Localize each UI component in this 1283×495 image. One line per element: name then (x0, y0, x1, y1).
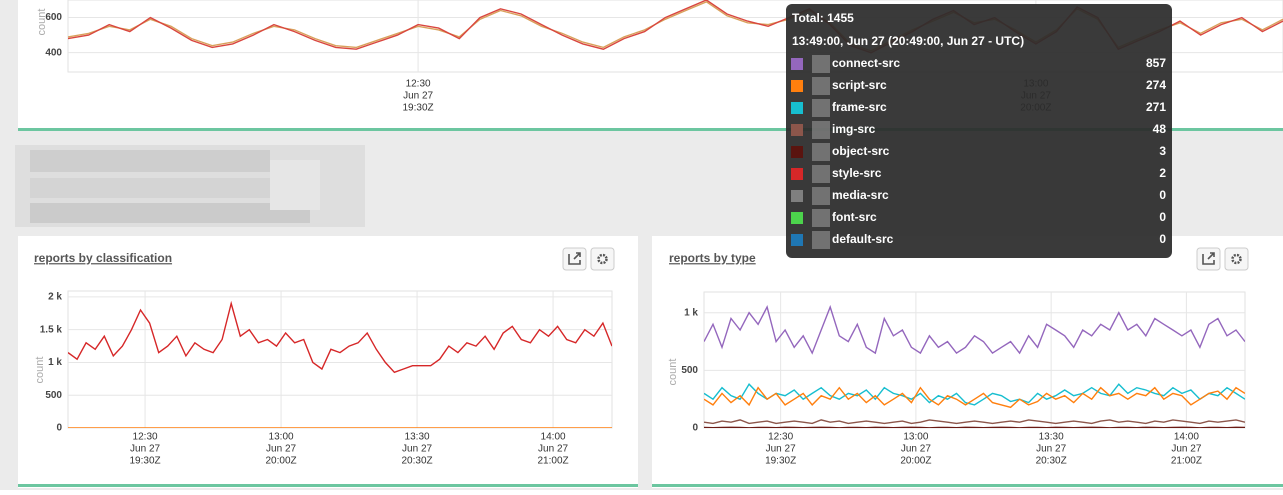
x-tick-label: Jun 27 (402, 444, 432, 455)
blurred-icon (812, 143, 830, 161)
x-tick-label: Jun 27 (130, 444, 160, 455)
series-name: connect-src (832, 56, 900, 70)
legend-swatch (791, 58, 803, 70)
y-tick-label: 500 (45, 390, 62, 401)
series-line (704, 383, 1245, 406)
blurred-icon (812, 121, 830, 139)
series-value: 3 (1159, 144, 1166, 158)
series-value: 0 (1159, 188, 1166, 202)
y-tick-label: 1 k (684, 307, 698, 318)
x-tick-label: 19:30Z (403, 103, 434, 114)
x-tick-label: 19:30Z (765, 456, 796, 467)
x-tick-label: 20:30Z (1036, 456, 1067, 467)
x-tick-label: 19:30Z (129, 456, 160, 467)
x-tick-label: 21:00Z (537, 456, 568, 467)
plot-frame (67, 0, 1283, 73)
panel-accent (652, 484, 1283, 487)
y-axis-label: count (34, 357, 46, 384)
x-tick-label: 12:30 (133, 432, 158, 443)
x-tick-label: 21:00Z (1171, 456, 1202, 467)
panel-accent (18, 128, 1283, 131)
legend-swatch (791, 190, 803, 202)
tooltip: Total: 1455 13:49:00, Jun 27 (20:49:00, … (786, 4, 1172, 258)
x-tick-label: Jun 27 (538, 444, 568, 455)
x-tick-label: 20:30Z (401, 456, 432, 467)
x-tick-label: 13:00 (269, 432, 294, 443)
series-value: 48 (1153, 122, 1167, 136)
series-value: 0 (1159, 232, 1166, 246)
x-tick-label: 12:30 (768, 432, 793, 443)
blurred-icon (812, 187, 830, 205)
y-tick-label: 600 (45, 12, 62, 23)
panel-buttons (562, 247, 1249, 271)
settings-button[interactable] (590, 247, 615, 271)
blurred-icon (812, 209, 830, 227)
series-name: font-src (832, 210, 877, 224)
series-name: frame-src (832, 100, 887, 114)
series-line (704, 386, 1245, 409)
series-name: object-src (832, 144, 890, 158)
x-tick-label: Jun 27 (403, 91, 433, 102)
series-line (704, 304, 1245, 355)
series-name: default-src (832, 232, 894, 246)
tooltip-box (786, 4, 1172, 258)
panel-accent (18, 484, 638, 487)
series-name: media-src (832, 188, 889, 202)
series-value: 857 (1146, 56, 1166, 70)
panel-title[interactable]: reports by type (669, 251, 756, 265)
blurred-icon (812, 77, 830, 95)
legend-swatch (791, 146, 803, 158)
series-value: 2 (1159, 166, 1166, 180)
legend-swatch (791, 102, 803, 114)
x-tick-label: 13:30 (1039, 432, 1064, 443)
y-tick-label: 2 k (48, 292, 62, 303)
legend-swatch (791, 124, 803, 136)
legend-swatch (791, 234, 803, 246)
series-line (704, 419, 1245, 425)
series-line (68, 300, 612, 374)
x-tick-label: 14:00 (1174, 432, 1199, 443)
y-tick-label: 500 (681, 365, 698, 376)
series-value: 274 (1146, 78, 1166, 92)
blurred-block (15, 145, 365, 227)
series-name: style-src (832, 166, 882, 180)
panel-title[interactable]: reports by classification (34, 251, 172, 265)
x-tick-label: 20:00Z (265, 456, 296, 467)
series-value: 0 (1159, 210, 1166, 224)
settings-button[interactable] (1224, 247, 1249, 271)
y-tick-label: 1 k (48, 357, 62, 368)
y-tick-label: 0 (692, 423, 698, 434)
x-tick-label: 13:00 (903, 432, 928, 443)
y-tick-label: 1.5 k (40, 324, 63, 335)
blurred-icon (812, 99, 830, 117)
panel (652, 236, 1283, 488)
tooltip-time: 13:49:00, Jun 27 (20:49:00, Jun 27 - UTC… (792, 34, 1024, 48)
legend-swatch (791, 80, 803, 92)
series-name: script-src (832, 78, 887, 92)
tooltip-title: Total: 1455 (792, 11, 854, 25)
series-name: img-src (832, 122, 876, 136)
series-line (704, 426, 1245, 428)
x-tick-label: Jun 27 (901, 444, 931, 455)
x-tick-label: Jun 27 (766, 444, 796, 455)
x-tick-label: 12:30 (406, 79, 431, 90)
y-axis-label: count (667, 359, 679, 386)
x-tick-label: 14:00 (541, 432, 566, 443)
y-tick-label: 0 (56, 423, 62, 434)
y-axis-label: count (36, 9, 48, 36)
series-value: 271 (1146, 100, 1166, 114)
blurred-icon (812, 165, 830, 183)
legend-swatch (791, 212, 803, 224)
x-tick-label: Jun 27 (1036, 444, 1066, 455)
x-tick-label: Jun 27 (266, 444, 296, 455)
blurred-icon (812, 231, 830, 249)
y-tick-label: 400 (45, 47, 62, 58)
x-tick-label: 13:30 (405, 432, 430, 443)
x-tick-label: 20:00Z (900, 456, 931, 467)
legend-swatch (791, 168, 803, 180)
blurred-icon (812, 55, 830, 73)
x-tick-label: Jun 27 (1171, 444, 1201, 455)
